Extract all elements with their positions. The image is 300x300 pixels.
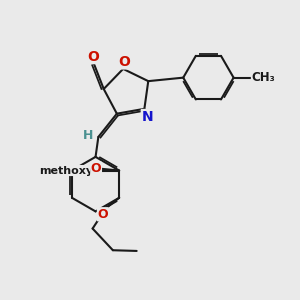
- Text: O: O: [98, 208, 108, 221]
- Text: N: N: [141, 110, 153, 124]
- Text: O: O: [118, 55, 130, 69]
- Text: O: O: [91, 162, 101, 175]
- Text: H: H: [83, 129, 94, 142]
- Text: methoxy: methoxy: [39, 166, 93, 176]
- Text: O: O: [87, 50, 99, 64]
- Text: O: O: [90, 164, 101, 177]
- Text: CH₃: CH₃: [251, 71, 275, 84]
